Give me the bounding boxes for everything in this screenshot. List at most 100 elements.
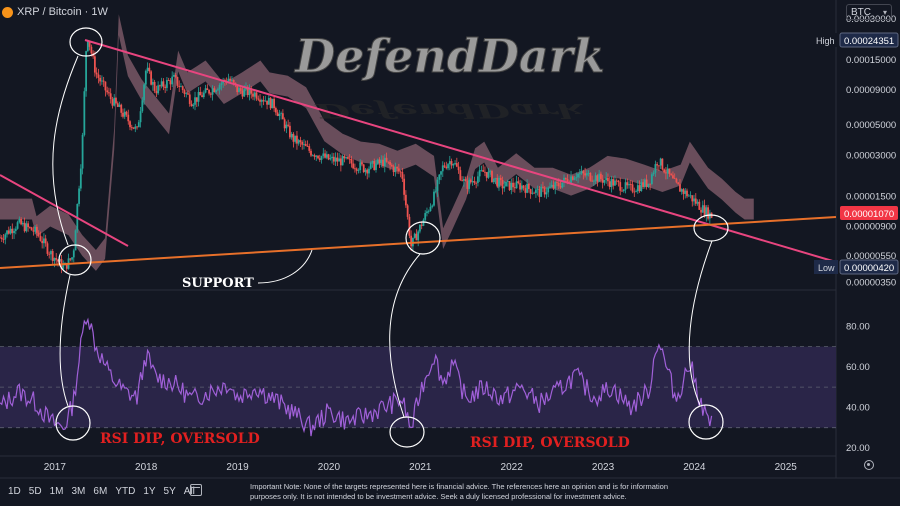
candle-body xyxy=(16,222,19,229)
candle-body xyxy=(289,125,291,138)
candle-body xyxy=(698,201,701,210)
candle-body xyxy=(50,251,52,255)
candle-body xyxy=(301,141,304,145)
watermark-reflection: DefendDark xyxy=(314,99,584,122)
candle-body xyxy=(201,95,203,98)
current-price: 0.00001070 xyxy=(844,209,894,220)
candle-body xyxy=(638,185,641,192)
time-tick-label: 2020 xyxy=(318,462,341,473)
candle-body xyxy=(352,163,355,169)
candle-body xyxy=(679,184,681,192)
candle-body xyxy=(475,182,478,184)
candle-body xyxy=(369,162,372,169)
candle-body xyxy=(589,172,592,181)
range-all[interactable]: All xyxy=(183,485,195,497)
candle-body xyxy=(654,164,657,173)
support-line xyxy=(0,216,837,269)
candle-body xyxy=(563,177,565,183)
rsi-dip-label-2: RSI DIP, OVERSOLD xyxy=(470,435,630,451)
candle-body xyxy=(113,97,116,106)
candle-body xyxy=(614,180,616,186)
highlight-circle-low-2021 xyxy=(405,221,441,255)
highlight-circle-top xyxy=(69,27,103,57)
candle-body xyxy=(11,228,14,234)
candle-body xyxy=(99,77,102,82)
candle-body xyxy=(592,180,595,182)
currency-selector[interactable]: BTC ▾ xyxy=(846,4,892,20)
candle-body xyxy=(58,259,61,262)
candle-body xyxy=(477,176,479,183)
candle-body xyxy=(376,159,379,164)
candle-body xyxy=(269,97,272,109)
price-axis-panel xyxy=(836,0,900,478)
candle-body xyxy=(455,163,458,167)
range-1y[interactable]: 1Y xyxy=(143,485,156,497)
range-1m[interactable]: 1M xyxy=(49,485,64,497)
candle-body xyxy=(492,178,495,182)
range-6m[interactable]: 6M xyxy=(93,485,108,497)
candle-body xyxy=(190,103,193,107)
connector-top-to-low xyxy=(52,55,79,246)
candle-body xyxy=(115,97,117,104)
candle-body xyxy=(102,80,105,82)
candle-body xyxy=(339,158,342,166)
range-1d[interactable]: 1D xyxy=(8,485,21,497)
candle-body xyxy=(408,216,411,236)
range-5y[interactable]: 5Y xyxy=(163,485,176,497)
candle-body xyxy=(380,159,383,164)
candle-body xyxy=(480,170,483,171)
candle-body xyxy=(547,187,550,193)
candle-body xyxy=(373,161,376,170)
candle-body xyxy=(687,195,690,197)
candle-body xyxy=(359,162,362,171)
candle-body xyxy=(303,144,305,145)
support-label: SUPPORT xyxy=(182,276,254,291)
candle-body xyxy=(362,164,365,173)
current-price-badge xyxy=(840,206,898,220)
candle-body xyxy=(137,122,140,128)
candle-body xyxy=(336,157,339,162)
time-tick-label: 2024 xyxy=(683,462,706,473)
candle-body xyxy=(204,88,207,93)
candle-body xyxy=(478,170,481,177)
candle-body xyxy=(338,158,341,162)
candle-body xyxy=(415,233,418,241)
candle-body xyxy=(158,85,161,87)
candle-body xyxy=(605,177,608,181)
candle-body xyxy=(659,158,662,166)
candle-body xyxy=(229,78,232,81)
candle-body xyxy=(484,171,486,173)
highlight-circle-rsi-2021 xyxy=(389,416,425,448)
range-3m[interactable]: 3M xyxy=(71,485,86,497)
candle-body xyxy=(90,46,93,54)
candle-body xyxy=(708,212,711,219)
range-5d[interactable]: 5D xyxy=(28,485,42,497)
candle-body xyxy=(150,71,153,85)
candle-body xyxy=(566,179,569,183)
calendar-icon[interactable] xyxy=(190,484,202,496)
candle-body xyxy=(317,155,319,159)
candle-body xyxy=(501,179,504,189)
candle-body xyxy=(155,90,158,94)
candle-body xyxy=(462,179,465,181)
symbol-title[interactable]: XRP / Bitcoin · 1W xyxy=(17,6,108,18)
candle-body xyxy=(549,186,551,188)
candle-body xyxy=(51,251,54,261)
candle-body xyxy=(556,182,558,184)
candle-body xyxy=(83,91,86,135)
range-toolbar: 1D 5D 1M 3M 6M YTD 1Y 5Y All xyxy=(0,480,220,502)
candle-body xyxy=(707,207,709,219)
candle-body xyxy=(97,74,100,78)
candle-body xyxy=(255,92,258,99)
range-ytd[interactable]: YTD xyxy=(115,485,136,497)
candle-body xyxy=(701,205,704,213)
candle-body xyxy=(208,89,210,94)
candle-body xyxy=(185,93,188,95)
candle-body xyxy=(248,88,251,96)
candle-body xyxy=(617,180,620,183)
candle-body xyxy=(505,181,507,187)
gear-icon[interactable] xyxy=(864,460,874,470)
candle-body xyxy=(368,168,370,174)
candle-body xyxy=(27,223,30,228)
